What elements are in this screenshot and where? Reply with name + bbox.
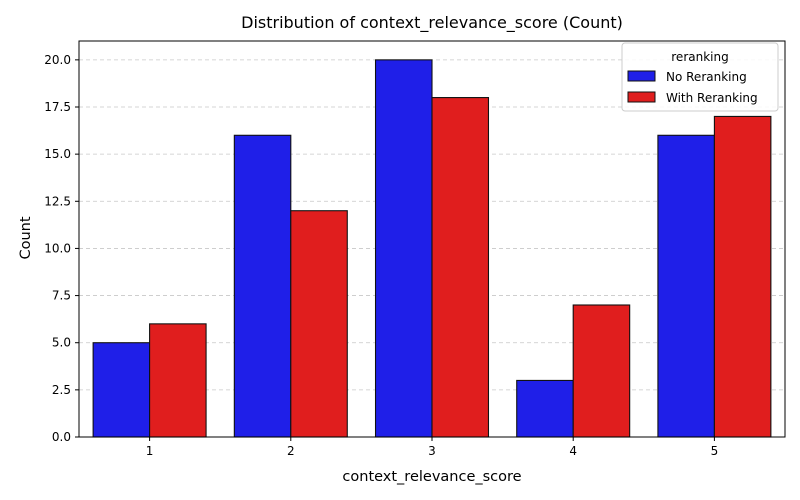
bars [92, 59, 772, 438]
legend-swatch [627, 91, 656, 103]
bar [290, 210, 348, 438]
y-tick-label: 2.5 [52, 383, 71, 397]
y-tick-label: 12.5 [44, 194, 71, 208]
x-tick-label: 5 [711, 444, 719, 458]
legend-title: reranking [671, 50, 728, 64]
bar [572, 304, 631, 438]
bar [431, 97, 490, 438]
legend: reranking No Reranking With Reranking [621, 42, 779, 112]
bar [516, 379, 574, 438]
y-tick-label: 5.0 [52, 336, 71, 350]
bar [233, 134, 292, 438]
legend-entry: With Reranking [666, 91, 758, 105]
bar [92, 342, 151, 438]
y-tick-label: 7.5 [52, 289, 71, 303]
legend-entry: No Reranking [666, 70, 747, 84]
x-axis-ticks: 1 2 3 4 5 [146, 437, 718, 458]
y-tick-label: 20.0 [44, 53, 71, 67]
legend-box [621, 42, 779, 112]
y-axis-ticks: 0.0 2.5 5.0 7.5 10.0 12.5 15.0 17.5 20.0 [44, 53, 79, 444]
legend-swatch [627, 70, 656, 82]
y-tick-label: 0.0 [52, 430, 71, 444]
bar [657, 134, 715, 438]
bar [374, 59, 433, 438]
bar [713, 115, 772, 438]
x-axis-label: context_relevance_score [342, 469, 521, 485]
y-axis-label: Count [18, 216, 34, 259]
x-tick-label: 3 [428, 444, 436, 458]
bar [149, 323, 207, 438]
y-tick-label: 10.0 [44, 241, 71, 255]
y-tick-label: 15.0 [44, 147, 71, 161]
x-tick-label: 1 [146, 444, 154, 458]
x-tick-label: 4 [569, 444, 577, 458]
y-tick-label: 17.5 [44, 100, 71, 114]
x-tick-label: 2 [287, 444, 295, 458]
chart-title: Distribution of context_relevance_score … [241, 13, 623, 33]
